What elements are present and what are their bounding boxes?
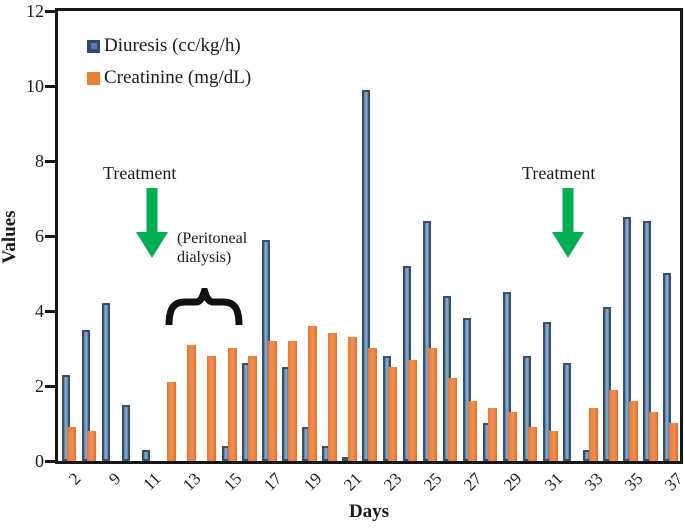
overbrace-icon	[165, 288, 243, 326]
creatinine-bar	[327, 333, 337, 461]
creatinine-legend-label: Creatinine (mg/dL)	[104, 67, 252, 88]
diuresis-bar	[81, 330, 90, 461]
creatinine-bar	[628, 401, 638, 461]
y-tick-label: 0	[35, 451, 44, 471]
y-tick-label: 6	[35, 226, 44, 246]
creatinine-bar	[207, 356, 217, 461]
peritoneal-dialysis-note: (Peritoneal dialysis)	[177, 230, 248, 267]
creatinine-bar	[67, 427, 76, 461]
creatinine-bar	[267, 341, 277, 461]
creatinine-bar	[508, 412, 518, 461]
diuresis-bar	[663, 273, 672, 461]
creatinine-bar	[388, 367, 398, 461]
y-tick-label: 4	[35, 301, 44, 321]
y-tick-mark	[45, 309, 55, 313]
creatinine-bar	[528, 427, 538, 461]
diuresis-bar	[563, 363, 572, 461]
treatment-left-label: Treatment	[103, 163, 177, 183]
diuresis-bar	[623, 217, 632, 461]
diuresis-bar	[422, 221, 431, 461]
creatinine-bar	[668, 423, 678, 461]
down-arrow-icon	[136, 188, 168, 258]
creatinine-bar	[468, 401, 478, 461]
diuresis-bar	[643, 221, 652, 461]
y-tick-label: 12	[26, 1, 44, 21]
y-tick-mark	[45, 459, 55, 463]
y-tick-label: 2	[35, 376, 44, 396]
x-axis-title: Days	[348, 501, 390, 522]
legend-item-creatinine: Creatinine (mg/dL)	[87, 67, 251, 89]
creatinine-bar	[408, 360, 418, 461]
diuresis-bar	[141, 450, 150, 461]
y-tick-mark	[45, 9, 55, 13]
y-tick-mark	[45, 234, 55, 238]
down-arrow-icon	[552, 188, 584, 258]
diuresis-bar	[522, 356, 531, 461]
creatinine-bar	[347, 337, 357, 461]
bars-container	[58, 11, 680, 461]
creatinine-bar	[448, 378, 458, 461]
y-tick-mark	[45, 159, 55, 163]
y-tick-label: 8	[35, 151, 44, 171]
diuresis-bar	[362, 90, 371, 461]
diuresis-bar	[61, 375, 70, 461]
diuresis-bar	[543, 322, 552, 461]
diuresis-bar	[462, 318, 471, 461]
plot-area: Diuresis (cc/kg/h) Creatinine (mg/dL) Tr…	[55, 8, 683, 464]
creatinine-bar	[608, 390, 618, 461]
diuresis-bar	[502, 292, 511, 461]
creatinine-bar	[648, 412, 658, 461]
creatinine-bar	[227, 348, 237, 461]
legend-item-diuresis: Diuresis (cc/kg/h)	[87, 35, 251, 57]
diuresis-legend-label: Diuresis (cc/kg/h)	[104, 35, 241, 56]
creatinine-bar	[167, 382, 177, 461]
treatment-right-label: Treatment	[522, 163, 596, 183]
legend: Diuresis (cc/kg/h) Creatinine (mg/dL)	[87, 35, 251, 99]
y-tick-mark	[45, 384, 55, 388]
creatinine-bar	[287, 341, 297, 461]
y-tick-mark	[45, 84, 55, 88]
creatinine-bar	[247, 356, 257, 461]
creatinine-bar	[367, 348, 377, 461]
diuresis-legend-swatch-icon	[87, 39, 100, 53]
y-tick-label: 10	[26, 76, 44, 96]
creatinine-bar	[428, 348, 438, 461]
diuresis-bar	[101, 303, 110, 461]
creatinine-bar	[307, 326, 317, 461]
creatinine-bar	[548, 431, 558, 461]
creatinine-bar	[588, 408, 598, 461]
creatinine-bar	[87, 431, 97, 461]
diuresis-bar	[121, 405, 130, 461]
creatinine-bar	[488, 408, 498, 461]
creatinine-legend-swatch-icon	[87, 71, 100, 85]
diuresis-bar	[603, 307, 612, 461]
creatinine-bar	[187, 345, 197, 461]
